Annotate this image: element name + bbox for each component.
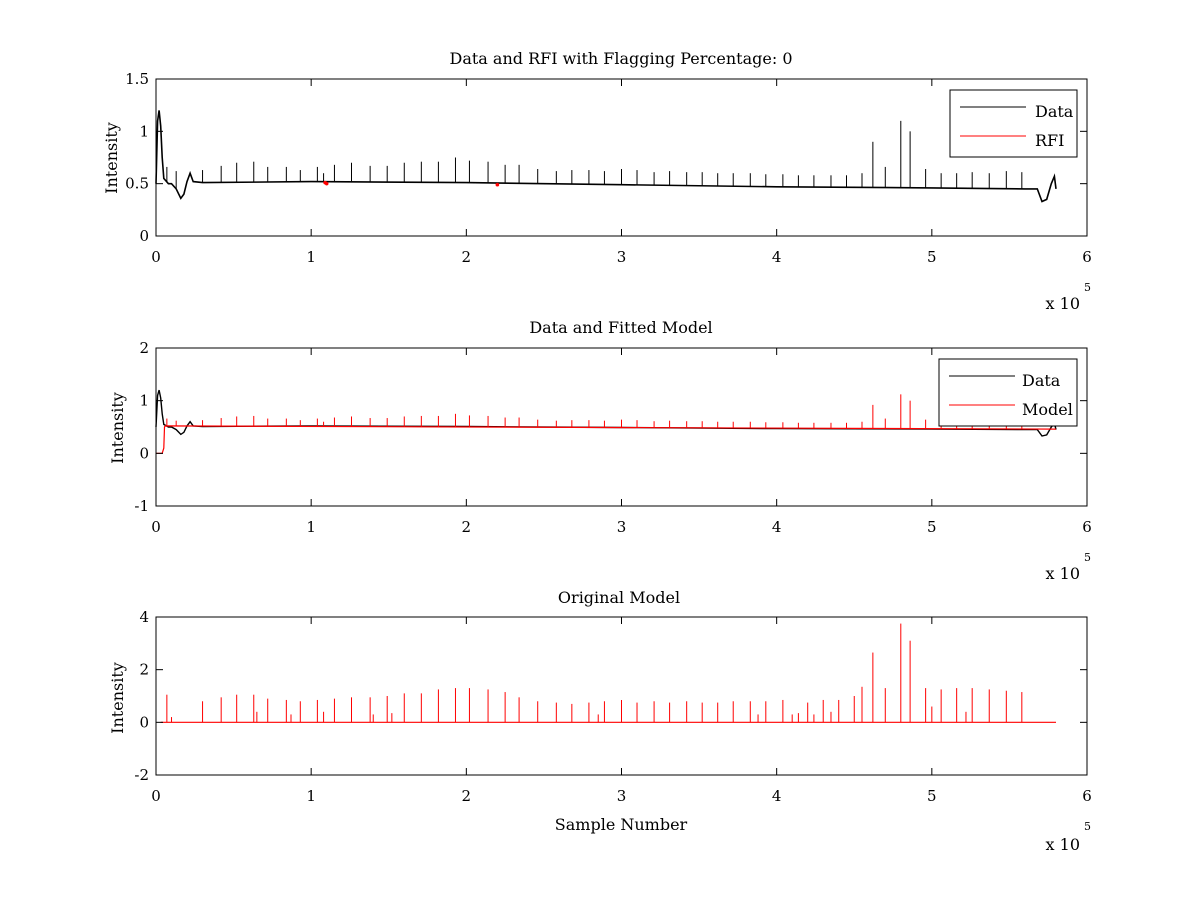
x-tick-label: 0 <box>151 518 161 536</box>
y-tick-label: 1.5 <box>125 70 149 88</box>
data-series-group <box>155 110 1057 203</box>
y-tick-label: -1 <box>134 497 149 515</box>
x-exponent-label: x 10 <box>1046 835 1080 854</box>
x-tick-label: 1 <box>306 518 316 536</box>
legend-box <box>949 89 1078 158</box>
y-tick-label: -2 <box>134 766 149 784</box>
x-tick-label: 6 <box>1082 248 1092 266</box>
legend-box <box>938 358 1078 427</box>
y-tick-label: 1 <box>139 392 149 410</box>
x-exponent-label: x 10 <box>1046 294 1080 313</box>
y-tick-label: 1 <box>139 122 149 140</box>
x-exponent-power: 5 <box>1084 281 1091 294</box>
y-tick-label: 0.5 <box>125 175 149 193</box>
x-tick-label: 3 <box>617 248 627 266</box>
x-tick-label: 2 <box>462 518 472 536</box>
y-tick-label: 2 <box>139 339 149 357</box>
rfi-point <box>324 181 329 186</box>
y-tick-label: 0 <box>139 444 149 462</box>
y-tick-label: 2 <box>139 661 149 679</box>
x-tick-label: 2 <box>462 787 472 805</box>
x-ticks: 0 1 2 3 4 5 6 <box>151 348 1092 536</box>
y-ticks: -2 0 2 4 <box>134 608 1087 784</box>
x-tick-label: 3 <box>617 518 627 536</box>
chart-title: Original Model <box>558 588 680 607</box>
x-tick-label: 6 <box>1082 518 1092 536</box>
legend-entry-data: Data <box>1022 371 1061 390</box>
x-tick-label: 0 <box>151 787 161 805</box>
legend: Data Model <box>938 358 1078 427</box>
legend-entry-model: Model <box>1022 400 1073 419</box>
rfi-point <box>495 182 500 187</box>
chart-title: Data and Fitted Model <box>529 318 712 337</box>
y-ticks: 0 0.5 1 1.5 <box>125 70 1087 245</box>
x-tick-label: 0 <box>151 248 161 266</box>
x-tick-label: 6 <box>1082 787 1092 805</box>
x-tick-label: 1 <box>306 787 316 805</box>
chart-panel-rfi: Data and RFI with Flagging Percentage: 0… <box>102 49 1092 313</box>
y-tick-label: 0 <box>139 713 149 731</box>
legend-entry-rfi: RFI <box>1035 131 1064 150</box>
x-axis-label: Sample Number <box>555 815 688 834</box>
x-tick-label: 5 <box>927 518 937 536</box>
y-axis-label: Intensity <box>108 662 127 734</box>
x-tick-label: 4 <box>772 787 782 805</box>
y-ticks: -1 0 1 2 <box>134 339 1087 515</box>
x-tick-label: 4 <box>772 518 782 536</box>
rfi-series-group <box>323 180 500 187</box>
y-axis-label: Intensity <box>108 392 127 464</box>
y-axis-label: Intensity <box>102 122 121 194</box>
x-exponent-label: x 10 <box>1046 564 1080 583</box>
x-tick-label: 4 <box>772 248 782 266</box>
x-tick-label: 5 <box>927 787 937 805</box>
legend: Data RFI <box>949 89 1078 158</box>
x-exponent-power: 5 <box>1084 551 1091 564</box>
y-tick-label: 4 <box>139 608 149 626</box>
x-tick-label: 5 <box>927 248 937 266</box>
x-ticks: 0 1 2 3 4 5 6 <box>151 79 1092 266</box>
data-line <box>155 110 1057 203</box>
x-tick-label: 2 <box>462 248 472 266</box>
chart-title: Data and RFI with Flagging Percentage: 0 <box>449 49 792 68</box>
legend-entry-data: Data <box>1035 102 1074 121</box>
x-tick-label: 1 <box>306 248 316 266</box>
x-exponent-power: 5 <box>1084 820 1091 833</box>
x-tick-label: 3 <box>617 787 627 805</box>
model-series-group <box>160 623 1056 723</box>
y-tick-label: 0 <box>139 227 149 245</box>
x-ticks: 0 1 2 3 4 5 6 <box>151 617 1092 805</box>
